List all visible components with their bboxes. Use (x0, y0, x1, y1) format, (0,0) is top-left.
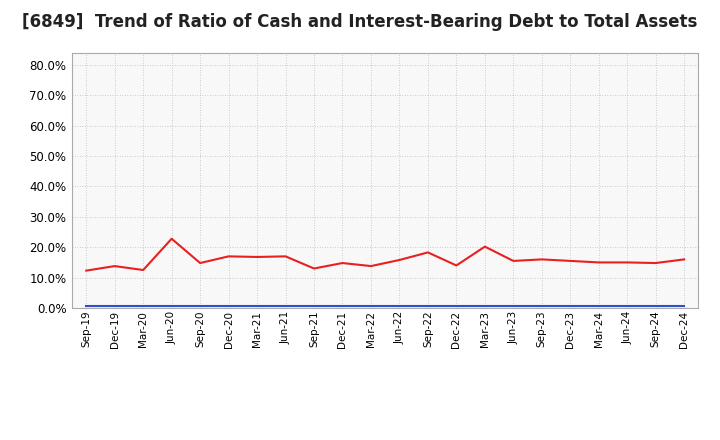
Interest-Bearing Debt (423, 304, 432, 309)
Cash (566, 258, 575, 264)
Cash (366, 264, 375, 269)
Interest-Bearing Debt (652, 304, 660, 309)
Cash (310, 266, 318, 271)
Cash (595, 260, 603, 265)
Interest-Bearing Debt (225, 304, 233, 309)
Interest-Bearing Debt (680, 304, 688, 309)
Text: [6849]  Trend of Ratio of Cash and Interest-Bearing Debt to Total Assets: [6849] Trend of Ratio of Cash and Intere… (22, 13, 698, 31)
Cash (225, 254, 233, 259)
Interest-Bearing Debt (366, 304, 375, 309)
Cash (537, 257, 546, 262)
Interest-Bearing Debt (139, 304, 148, 309)
Interest-Bearing Debt (282, 304, 290, 309)
Cash (480, 244, 489, 249)
Interest-Bearing Debt (253, 304, 261, 309)
Cash (680, 257, 688, 262)
Legend: Cash, Interest-Bearing Debt: Cash, Interest-Bearing Debt (228, 434, 542, 440)
Cash (395, 257, 404, 263)
Interest-Bearing Debt (196, 304, 204, 309)
Interest-Bearing Debt (537, 304, 546, 309)
Cash (196, 260, 204, 266)
Line: Cash: Cash (86, 239, 684, 271)
Cash (452, 263, 461, 268)
Interest-Bearing Debt (623, 304, 631, 309)
Interest-Bearing Debt (509, 304, 518, 309)
Interest-Bearing Debt (82, 304, 91, 309)
Cash (167, 236, 176, 242)
Interest-Bearing Debt (595, 304, 603, 309)
Interest-Bearing Debt (338, 304, 347, 309)
Interest-Bearing Debt (395, 304, 404, 309)
Cash (338, 260, 347, 266)
Cash (82, 268, 91, 273)
Interest-Bearing Debt (110, 304, 119, 309)
Cash (623, 260, 631, 265)
Interest-Bearing Debt (310, 304, 318, 309)
Interest-Bearing Debt (167, 304, 176, 309)
Cash (110, 264, 119, 269)
Cash (509, 258, 518, 264)
Interest-Bearing Debt (452, 304, 461, 309)
Cash (139, 268, 148, 273)
Cash (423, 250, 432, 255)
Cash (282, 254, 290, 259)
Cash (253, 254, 261, 260)
Interest-Bearing Debt (566, 304, 575, 309)
Cash (652, 260, 660, 266)
Interest-Bearing Debt (480, 304, 489, 309)
